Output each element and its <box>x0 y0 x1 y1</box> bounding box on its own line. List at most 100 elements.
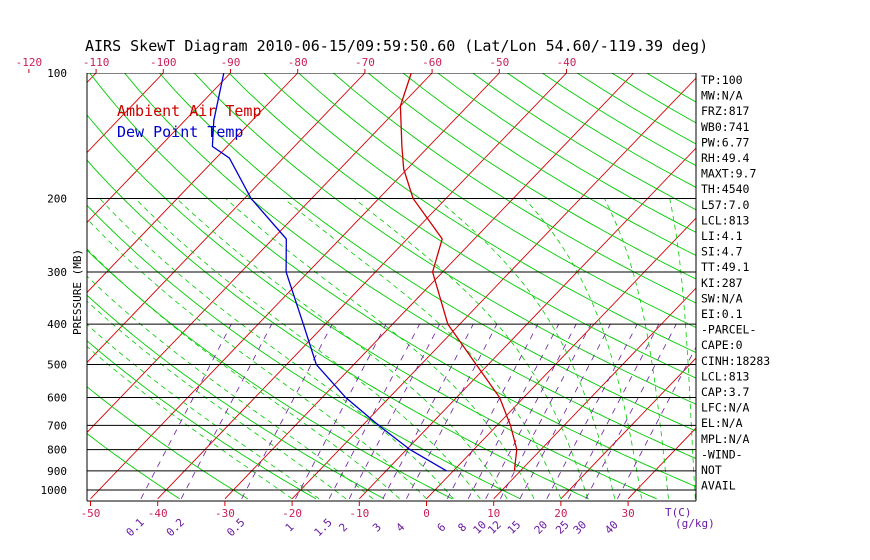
dry-adiabat-line <box>87 114 657 500</box>
dry-adiabat-line <box>87 159 589 500</box>
top-temp-tick-label: -110 <box>83 56 110 69</box>
isotherm-line <box>830 73 870 499</box>
mixing-ratio-line <box>295 323 387 499</box>
index-item: L57:7.0 <box>701 198 750 212</box>
mixing-ratio-tick-label: 1.5 <box>312 516 335 539</box>
index-item: LFC:N/A <box>701 401 750 415</box>
mixing-ratio-tick-label: 40 <box>602 518 621 537</box>
top-temp-tick-label: -50 <box>489 56 509 69</box>
isotherm-line <box>87 73 433 434</box>
mixing-ratio-line <box>485 323 577 499</box>
dry-adiabat-line <box>87 249 453 500</box>
index-item: MPL:N/A <box>701 432 750 446</box>
top-temp-tick-label: -70 <box>355 56 375 69</box>
mixing-ratio-unit-label: (g/kg) <box>675 517 715 530</box>
dry-adiabat-line <box>87 386 249 500</box>
mixing-ratio-tick-label: 6 <box>435 521 449 535</box>
moist-adiabat-line <box>524 198 642 499</box>
dew-point-temp-line <box>211 73 447 472</box>
mixing-ratio-line <box>382 323 474 499</box>
pressure-tick-label: 1000 <box>41 484 68 497</box>
index-item: PW:6.77 <box>701 135 750 149</box>
y-axis-label: PRESSURE (MB) <box>71 249 84 335</box>
mixing-ratio-line <box>348 323 441 499</box>
moist-adiabat-line <box>87 275 374 500</box>
moist-adiabat-line <box>283 198 562 499</box>
dry-adiabat-line <box>159 73 696 432</box>
index-item: RH:49.4 <box>701 151 750 165</box>
index-item: CINH:18283 <box>701 354 770 368</box>
profile-series <box>211 73 518 472</box>
dry-adiabat-line <box>87 433 180 500</box>
ambient-air-temp-line <box>399 73 518 471</box>
isotherm-line <box>87 73 299 294</box>
index-item: LCL:813 <box>701 213 750 227</box>
mixing-ratio-line <box>546 323 638 499</box>
top-temperature-axis: -120 -110 -100 -90 -80 -70 -60 -50 -40 <box>16 56 577 73</box>
mixing-ratio-tick-label: 2 <box>336 521 350 535</box>
mixing-ratio-line <box>406 323 498 499</box>
dry-adiabat-line <box>193 73 696 405</box>
bottom-temp-tick-label: -10 <box>349 507 369 520</box>
pressure-gridlines <box>87 73 696 491</box>
dry-adiabat-line <box>402 73 696 257</box>
bottom-temperature-axis: -50 -40 -30 -20 -10 0 10 20 30 <box>81 501 635 520</box>
pressure-tick-label: 800 <box>47 444 67 457</box>
moist-adiabat-line <box>87 218 427 500</box>
pressure-axis: 100 200 300 400 500 600 700 800 900 1000 <box>41 67 68 497</box>
mixing-ratio-line <box>617 346 696 499</box>
index-item: AVAIL <box>701 479 736 493</box>
index-item: KI:287 <box>701 276 743 290</box>
bottom-temp-tick-label: 30 <box>621 507 634 520</box>
isotherm-line <box>87 73 366 364</box>
index-item: NOT <box>701 463 722 477</box>
bottom-temp-tick-label: 10 <box>487 507 500 520</box>
top-temp-tick-label: -120 <box>16 56 43 69</box>
pressure-tick-label: 700 <box>47 419 67 432</box>
index-item: -PARCEL- <box>701 323 756 337</box>
isotherm-line <box>87 73 164 154</box>
index-item: TP:100 <box>701 73 743 87</box>
index-item: SW:N/A <box>701 291 743 305</box>
index-item: EI:0.1 <box>701 307 743 321</box>
mixing-ratio-lines <box>140 323 696 499</box>
dry-adiabat-line <box>646 73 696 103</box>
moist-adiabat-line <box>99 198 454 500</box>
mixing-ratio-tick-label: 1 <box>283 521 297 535</box>
isotherm-line <box>157 73 567 500</box>
x-axis-label: T(C) <box>665 506 692 519</box>
moist-adiabat-line <box>354 198 589 499</box>
mixing-ratio-tick-label: 3 <box>370 521 384 535</box>
dry-adiabat-line <box>263 73 696 354</box>
index-item: WB0:741 <box>701 120 750 134</box>
legend-dew-point-temp: Dew Point Temp <box>117 123 243 141</box>
pressure-tick-label: 400 <box>47 318 67 331</box>
pressure-tick-label: 500 <box>47 359 67 372</box>
dry-adiabat-line <box>124 73 696 459</box>
mixing-ratio-line <box>241 323 333 499</box>
moist-adiabat-line <box>87 346 293 500</box>
mixing-ratio-tick-label: 12 <box>485 518 504 537</box>
dry-adiabat-line <box>472 73 696 211</box>
mixing-ratio-line <box>467 323 560 499</box>
moist-adiabat-line <box>436 198 616 499</box>
bottom-temp-tick-label: 0 <box>423 507 430 520</box>
mixing-ratio-tick-label: 4 <box>394 520 408 534</box>
top-temp-tick-label: -100 <box>150 56 177 69</box>
dry-adiabat-line <box>367 73 696 280</box>
moist-adiabat-line <box>87 248 400 500</box>
mixing-ratio-tick-label: 20 <box>532 518 551 537</box>
pressure-tick-label: 100 <box>47 67 67 80</box>
moist-adiabat-line <box>135 198 481 500</box>
top-temp-tick-label: -40 <box>557 56 577 69</box>
isotherm-line <box>90 73 500 500</box>
mixing-ratio-line <box>519 323 611 499</box>
index-item: SI:4.7 <box>701 245 743 259</box>
bottom-temp-tick-label: 20 <box>554 507 567 520</box>
dry-adiabat-line <box>507 73 696 188</box>
isotherm-line <box>426 217 696 500</box>
index-item: LCL:813 <box>701 369 750 383</box>
bottom-temp-tick-label: -20 <box>282 507 302 520</box>
legend-ambient-air-temp: Ambient Air Temp <box>117 102 262 120</box>
